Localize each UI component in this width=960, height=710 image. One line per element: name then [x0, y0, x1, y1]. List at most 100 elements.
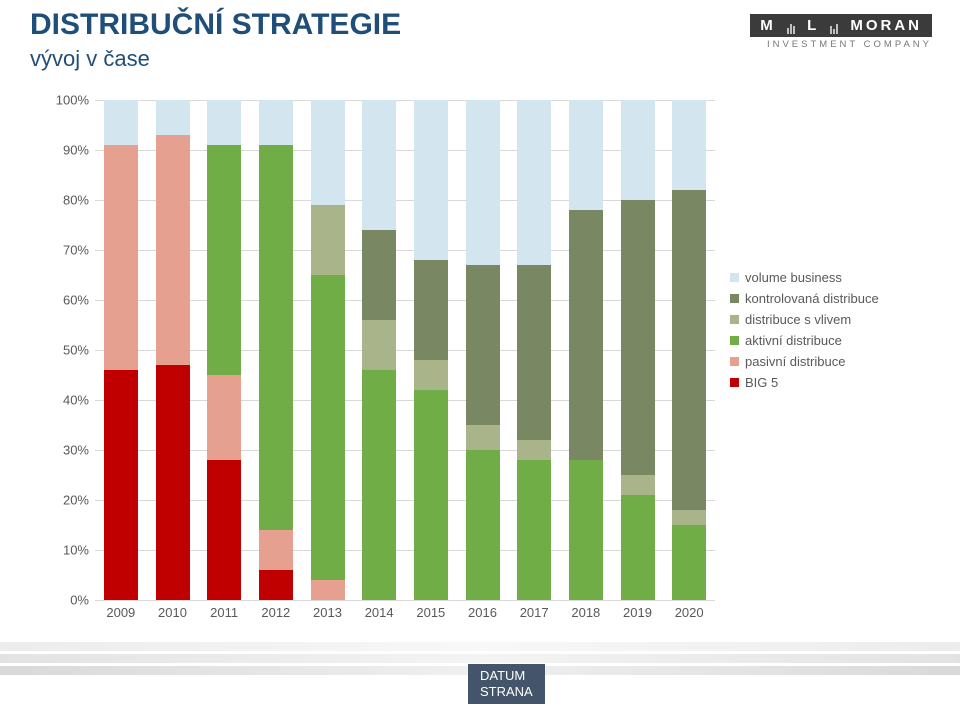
footer-info-box: DATUM STRANA: [468, 664, 545, 705]
bar-segment-kontrol: [362, 230, 396, 320]
x-axis: 2009201020112012201320142015201620172018…: [95, 605, 715, 625]
bar-group: [311, 100, 345, 600]
legend-label: pasivní distribuce: [745, 354, 845, 369]
bar-segment-vlivem: [362, 320, 396, 370]
legend-swatch-icon: [730, 336, 739, 345]
bars-container: [95, 100, 715, 600]
bar-segment-big5: [207, 460, 241, 600]
bar-segment-vlivem: [311, 205, 345, 275]
x-axis-label: 2020: [675, 605, 704, 620]
chart-legend: volume businesskontrolovaná distribucedi…: [730, 270, 879, 396]
bar-segment-volume: [362, 100, 396, 230]
bar-segment-pasivni: [104, 145, 138, 370]
footer-date-label: DATUM: [480, 668, 533, 684]
bar-segment-big5: [104, 370, 138, 600]
bar-segment-volume: [517, 100, 551, 265]
legend-item-volume: volume business: [730, 270, 879, 285]
bar-group: [207, 100, 241, 600]
y-axis-tick: 10%: [63, 543, 89, 558]
y-axis-tick: 0%: [70, 593, 89, 608]
bar-segment-aktivni: [362, 370, 396, 600]
bar-segment-kontrol: [621, 200, 655, 475]
bar-segment-aktivni: [569, 460, 603, 600]
gridline: [95, 600, 715, 601]
bar-segment-aktivni: [672, 525, 706, 600]
bar-segment-aktivni: [259, 145, 293, 530]
bar-segment-kontrol: [517, 265, 551, 440]
logo-bars-icon: [787, 17, 796, 34]
legend-item-kontrol: kontrolovaná distribuce: [730, 291, 879, 306]
logo-bars-icon: [830, 17, 839, 34]
legend-swatch-icon: [730, 315, 739, 324]
legend-label: BIG 5: [745, 375, 778, 390]
bar-group: [517, 100, 551, 600]
bar-segment-volume: [569, 100, 603, 210]
bar-segment-pasivni: [259, 530, 293, 570]
bar-segment-volume: [414, 100, 448, 260]
bar-segment-pasivni: [156, 135, 190, 365]
bar-segment-volume: [207, 100, 241, 145]
x-axis-label: 2014: [365, 605, 394, 620]
legend-item-aktivni: aktivní distribuce: [730, 333, 879, 348]
bar-segment-aktivni: [311, 275, 345, 580]
y-axis-tick: 100%: [56, 93, 89, 108]
y-axis-tick: 30%: [63, 443, 89, 458]
bar-segment-volume: [621, 100, 655, 200]
bar-segment-pasivni: [207, 375, 241, 460]
bar-group: [156, 100, 190, 600]
legend-item-pasivni: pasivní distribuce: [730, 354, 879, 369]
y-axis-tick: 40%: [63, 393, 89, 408]
logo-letter-m: M: [760, 17, 776, 34]
chart-plot-area: [95, 100, 715, 600]
y-axis-tick: 50%: [63, 343, 89, 358]
x-axis-label: 2011: [210, 605, 238, 620]
x-axis-label: 2016: [468, 605, 497, 620]
legend-swatch-icon: [730, 378, 739, 387]
legend-swatch-icon: [730, 357, 739, 366]
footer-page-label: STRANA: [480, 684, 533, 700]
bar-segment-kontrol: [672, 190, 706, 510]
bar-segment-aktivni: [207, 145, 241, 375]
bar-segment-vlivem: [621, 475, 655, 495]
bar-group: [672, 100, 706, 600]
bar-segment-volume: [259, 100, 293, 145]
x-axis-label: 2017: [520, 605, 549, 620]
bar-segment-kontrol: [414, 260, 448, 360]
bar-segment-vlivem: [517, 440, 551, 460]
bar-group: [104, 100, 138, 600]
legend-swatch-icon: [730, 294, 739, 303]
bar-group: [414, 100, 448, 600]
x-axis-label: 2019: [623, 605, 652, 620]
bar-group: [621, 100, 655, 600]
bar-segment-volume: [311, 100, 345, 205]
y-axis-tick: 90%: [63, 143, 89, 158]
x-axis-label: 2015: [416, 605, 445, 620]
page-title: DISTRIBUČNÍ STRATEGIE: [30, 8, 401, 42]
legend-swatch-icon: [730, 273, 739, 282]
bar-segment-vlivem: [466, 425, 500, 450]
legend-label: volume business: [745, 270, 842, 285]
bar-group: [259, 100, 293, 600]
legend-item-big5: BIG 5: [730, 375, 879, 390]
bar-segment-volume: [104, 100, 138, 145]
x-axis-label: 2012: [261, 605, 290, 620]
legend-label: aktivní distribuce: [745, 333, 842, 348]
logo-letter-l: L: [807, 17, 819, 34]
y-axis-tick: 80%: [63, 193, 89, 208]
bar-segment-vlivem: [414, 360, 448, 390]
bar-segment-aktivni: [466, 450, 500, 600]
bar-group: [569, 100, 603, 600]
brand-logo: M L MORAN INVESTMENT COMPANY: [750, 14, 932, 50]
bar-segment-volume: [466, 100, 500, 265]
bar-segment-aktivni: [621, 495, 655, 600]
bar-group: [362, 100, 396, 600]
page-subtitle: vývoj v čase: [30, 46, 150, 72]
bar-segment-big5: [259, 570, 293, 600]
logo-brand-name: MORAN: [850, 17, 922, 34]
bar-segment-aktivni: [517, 460, 551, 600]
distribution-chart: 0%10%20%30%40%50%60%70%80%90%100% 200920…: [40, 100, 920, 630]
x-axis-label: 2018: [571, 605, 600, 620]
x-axis-label: 2010: [158, 605, 187, 620]
logo-subtitle: INVESTMENT COMPANY: [750, 39, 932, 50]
bar-segment-volume: [672, 100, 706, 190]
